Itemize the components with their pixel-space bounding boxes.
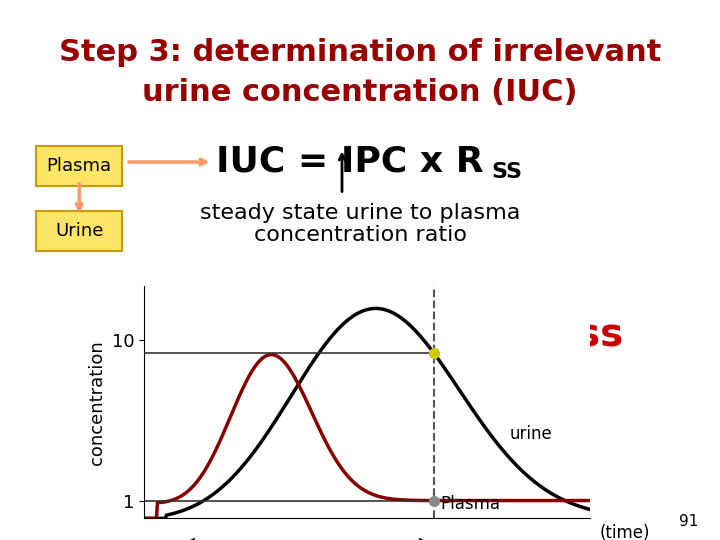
Text: Plasma: Plasma — [441, 496, 501, 514]
Y-axis label: concentration: concentration — [88, 340, 106, 465]
Text: Rss: Rss — [547, 316, 624, 354]
Text: (time): (time) — [599, 524, 650, 540]
Text: 91: 91 — [679, 514, 698, 529]
Text: Plasma: Plasma — [47, 157, 112, 176]
Text: urine: urine — [510, 425, 553, 443]
Text: IUC = IPC x R: IUC = IPC x R — [216, 145, 484, 179]
Text: Step 3: determination of irrelevant: Step 3: determination of irrelevant — [59, 38, 661, 67]
Text: Urine: Urine — [55, 222, 104, 240]
Text: concentration ratio: concentration ratio — [253, 225, 467, 245]
Text: urine concentration (IUC): urine concentration (IUC) — [143, 78, 577, 107]
FancyBboxPatch shape — [36, 146, 122, 186]
Text: SS: SS — [491, 161, 522, 182]
FancyBboxPatch shape — [36, 211, 122, 251]
Text: steady state urine to plasma: steady state urine to plasma — [200, 203, 520, 224]
